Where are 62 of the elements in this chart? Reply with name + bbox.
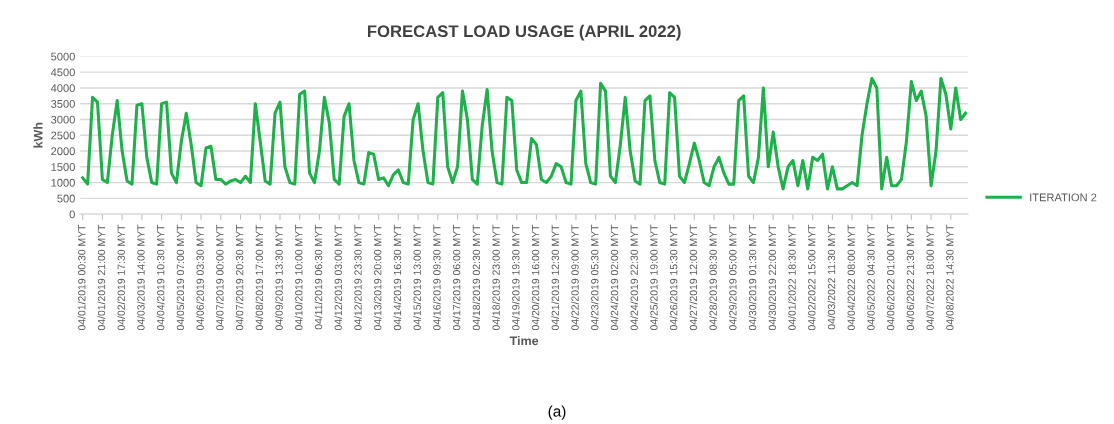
x-tick-label: 04/12/2019 23:30 MYT: [354, 224, 362, 331]
x-tick-label: 04/22/2019 09:00 MYT: [571, 224, 579, 331]
y-tick-label: 1000: [51, 178, 75, 187]
x-tick-label: 04/05/2022 04:30 MYT: [867, 224, 875, 331]
x-tick-label: 04/06/2022 01:00 MYT: [886, 224, 895, 331]
x-tick-label: 04/01/2022 18:30 MYT: [788, 224, 796, 331]
y-tick-label: 0: [69, 210, 75, 219]
y-tick-label: 3500: [51, 99, 75, 108]
x-tick-label: 04/18/2019 02:30 MYT: [472, 224, 481, 331]
x-tick-label: 04/20/2019 16:00 MYT: [531, 224, 540, 331]
x-tick-label: 04/08/2022 14:30 MYT: [945, 224, 954, 331]
x-tick-label: 04/19/2019 19:30 MYT: [511, 224, 520, 331]
x-tick-label: 04/11/2019 06:30 MYT: [314, 224, 323, 330]
x-tick-label: 04/05/2019 07:00 MYT: [176, 224, 185, 331]
x-tick-label: 04/07/2019 00:00 MYT: [215, 224, 224, 331]
x-tick-label: 04/04/2019 10:30 MYT: [156, 224, 165, 331]
text: (a): [548, 405, 566, 420]
x-tick-label: 04/01/2019 21:00 MYT: [97, 224, 106, 331]
x-tick-label: 04/27/2019 12:00 MYT: [689, 224, 698, 331]
x-tick-label: 04/08/2019 17:00 MYT: [255, 224, 264, 331]
x-tick-label: 04/15/2019 13:00 MYT: [413, 224, 421, 331]
y-tick-label: 2500: [51, 131, 75, 140]
x-tick-label: 04/06/2019 03:30 MYT: [196, 224, 204, 331]
x-tick-label: 04/28/2019 08:30 MYT: [709, 224, 717, 331]
x-tick-label: 04/10/2019 10:00 MYT: [294, 224, 303, 331]
line-series: [81, 76, 968, 191]
legend-label: ITERATION 2: [1030, 193, 1097, 202]
x-tick-label: 04/24/2019 02:00 MYT: [610, 224, 619, 331]
x-tick-label: 04/04/2022 08:00 MYT: [847, 224, 855, 331]
x-tick-label: 04/21/2019 12:30 MYT: [551, 224, 559, 331]
y-tick-label: 4500: [50, 68, 75, 77]
x-tick-label: 04/17/2019 06:00 MYT: [452, 224, 461, 331]
x-tick-label: 04/13/2019 20:00 MYT: [373, 224, 382, 331]
y-tick-label: 3000: [51, 115, 75, 124]
x-tick-label: 04/02/2022 15:00 MYT: [807, 224, 816, 331]
x-tick-label: 04/03/2022 11:30 MYT: [827, 224, 836, 330]
x-tick-label: 04/14/2019 16:30 MYT: [393, 224, 402, 331]
x-tick-label: 04/07/2019 20:30 MYT: [235, 224, 244, 331]
x-tick-label: 04/23/2019 05:30 MYT: [590, 224, 599, 331]
x-tick-label: 04/09/2019 13:30 MYT: [275, 224, 283, 331]
y-tick-label: 2000: [51, 147, 75, 156]
y-axis-title: kWh: [33, 122, 43, 148]
x-tick-label: 04/30/2019 01:30 MYT: [748, 224, 757, 331]
x-tick-label: 04/29/2019 05:00 MYT: [728, 224, 737, 331]
x-tick-label: 04/01/2019 00:30 MYT: [77, 224, 86, 331]
x-axis-title: Time: [509, 336, 539, 346]
y-tick-label: 500: [57, 194, 75, 203]
x-tick-label: 04/16/2019 09:30 MYT: [432, 224, 441, 331]
x-tick-label: 04/25/2019 19:00 MYT: [649, 224, 658, 331]
x-tick-label: 04/24/2019 22:30 MYT: [630, 224, 638, 331]
x-tick-label: 04/12/2019 03:00 MYT: [334, 224, 342, 331]
y-tick-label: 1500: [51, 163, 75, 171]
y-tick-label: 4000: [50, 84, 75, 93]
x-tick-label: 04/03/2019 14:00 MYT: [137, 224, 145, 331]
x-tick-label: 04/06/2022 21:30 MYT: [906, 224, 915, 331]
y-tick-label: 5000: [51, 52, 75, 61]
x-tick-label: 04/18/2019 23:00 MYT: [492, 224, 500, 331]
x-tick-label: 04/02/2019 17:30 MYT: [117, 224, 125, 331]
x-tick-label: 04/07/2022 18:00 MYT: [926, 224, 934, 331]
chart-title: FORECAST LOAD USAGE (APRIL 2022): [367, 24, 681, 41]
x-tick-label: 04/30/2019 22:00 MYT: [768, 224, 777, 331]
x-tick-label: 04/26/2019 15:30 MYT: [669, 224, 678, 331]
